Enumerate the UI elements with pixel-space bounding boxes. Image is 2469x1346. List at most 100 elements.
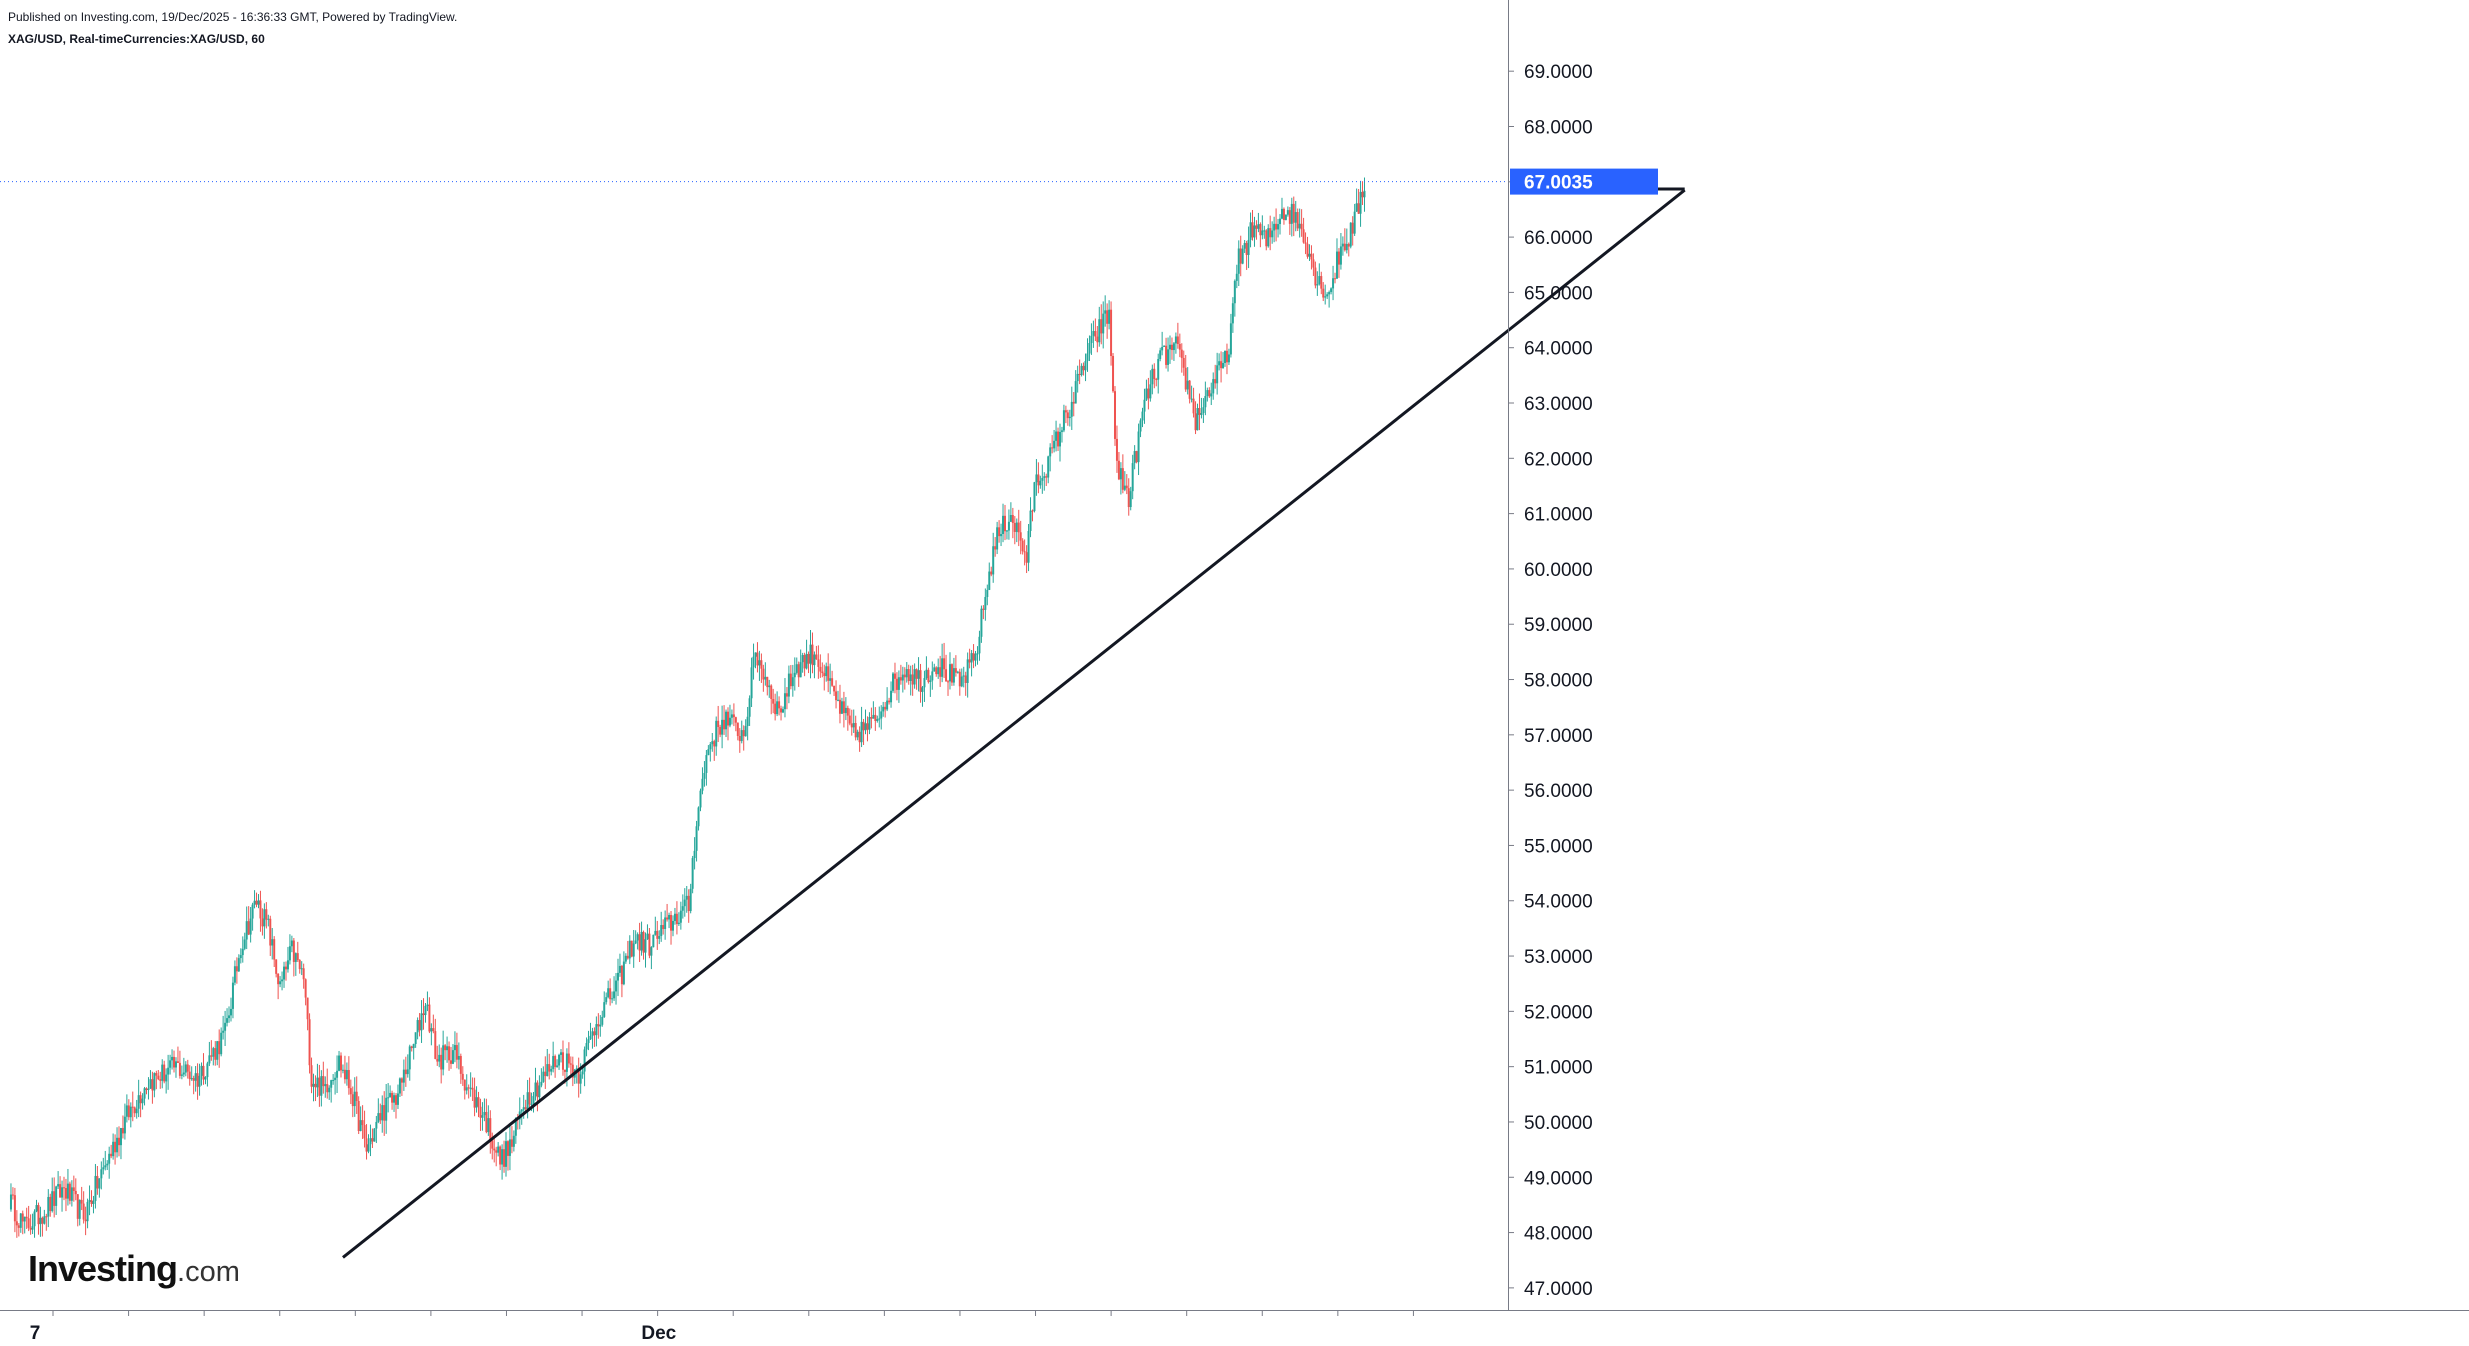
candle — [1259, 222, 1262, 248]
candle — [1041, 464, 1044, 494]
candle — [689, 883, 692, 914]
candle — [137, 1079, 140, 1118]
candle — [357, 1096, 360, 1135]
candle — [935, 666, 938, 677]
candle — [1123, 471, 1126, 492]
candle — [1347, 242, 1350, 257]
candle — [654, 916, 657, 936]
candle — [57, 1171, 60, 1190]
candle — [605, 992, 608, 1005]
candle — [70, 1180, 73, 1207]
candle — [948, 652, 951, 690]
candle — [461, 1066, 464, 1086]
candle — [359, 1106, 362, 1132]
time-tick-label: Dec — [641, 1323, 676, 1344]
candle — [434, 1018, 437, 1060]
price-axis[interactable]: 47.0000 48.0000 49.0000 50.0000 51.0000 52.00… — [1508, 0, 1593, 1310]
candle — [1074, 370, 1077, 404]
candle — [713, 739, 716, 761]
candle — [709, 741, 712, 762]
time-axis[interactable]: 7 Dec — [0, 1310, 2469, 1344]
candle — [1351, 216, 1354, 246]
candle — [13, 1187, 16, 1233]
candle — [387, 1083, 390, 1113]
candle — [1290, 197, 1293, 237]
candle — [326, 1068, 329, 1099]
candle — [176, 1046, 179, 1063]
candle — [320, 1070, 323, 1107]
candle — [1127, 478, 1130, 516]
candle — [1304, 232, 1307, 255]
candle — [355, 1076, 358, 1114]
trendline[interactable] — [342, 188, 1686, 1259]
candle — [964, 671, 967, 696]
candle — [644, 932, 647, 968]
candle — [919, 663, 922, 703]
candle — [341, 1064, 344, 1074]
candle — [284, 961, 287, 981]
candle — [222, 1015, 225, 1040]
candle — [1271, 221, 1274, 244]
candle — [178, 1050, 181, 1079]
candle — [760, 653, 763, 683]
candle — [589, 1022, 592, 1040]
candle — [1172, 341, 1175, 361]
candle — [143, 1086, 146, 1106]
candle — [695, 820, 698, 862]
price-tick-label: 55.0000 — [1524, 836, 1593, 857]
candle — [1188, 379, 1191, 404]
candle — [952, 657, 955, 686]
candle — [1029, 497, 1032, 538]
candle — [1090, 323, 1093, 355]
candle — [412, 1043, 415, 1060]
candle — [1231, 297, 1234, 333]
candle — [862, 718, 865, 745]
candle — [1100, 304, 1103, 345]
candle — [312, 1073, 315, 1102]
candle — [190, 1066, 193, 1081]
candle — [899, 664, 902, 685]
candle — [76, 1194, 79, 1227]
candle — [1094, 318, 1097, 341]
candle — [656, 920, 659, 950]
logo-tld: .com — [177, 1256, 240, 1288]
candle — [636, 932, 639, 950]
candle — [383, 1091, 386, 1136]
candle — [1314, 261, 1317, 289]
candle — [310, 1057, 313, 1094]
candle — [770, 684, 773, 715]
candle — [1055, 420, 1058, 452]
candle — [687, 889, 690, 923]
candle — [1363, 177, 1366, 212]
candle — [970, 649, 973, 677]
candle — [1194, 401, 1197, 435]
candle — [968, 648, 971, 669]
candle — [950, 663, 953, 686]
candle — [15, 1210, 18, 1238]
candle — [1341, 236, 1344, 256]
candle — [1102, 301, 1105, 349]
price-tick-label: 51.0000 — [1524, 1058, 1593, 1079]
candle — [1216, 352, 1219, 395]
candle — [316, 1063, 319, 1098]
candle — [208, 1041, 211, 1067]
candle — [972, 644, 975, 669]
candle — [1147, 377, 1150, 410]
candle — [856, 729, 859, 741]
candle — [432, 1014, 435, 1034]
candle — [1355, 188, 1358, 212]
candle — [304, 978, 307, 1006]
price-tick-label: 49.0000 — [1524, 1168, 1593, 1189]
candle — [986, 584, 989, 606]
candle — [1320, 271, 1323, 295]
candle — [118, 1126, 121, 1157]
candle — [64, 1178, 67, 1212]
candle — [1035, 459, 1038, 496]
candle — [1180, 343, 1183, 373]
candle — [151, 1071, 154, 1104]
candle — [184, 1061, 187, 1077]
published-caption: Published on Investing.com, 19/Dec/2025 … — [8, 10, 458, 24]
candle — [88, 1185, 91, 1216]
candle — [597, 1013, 600, 1039]
